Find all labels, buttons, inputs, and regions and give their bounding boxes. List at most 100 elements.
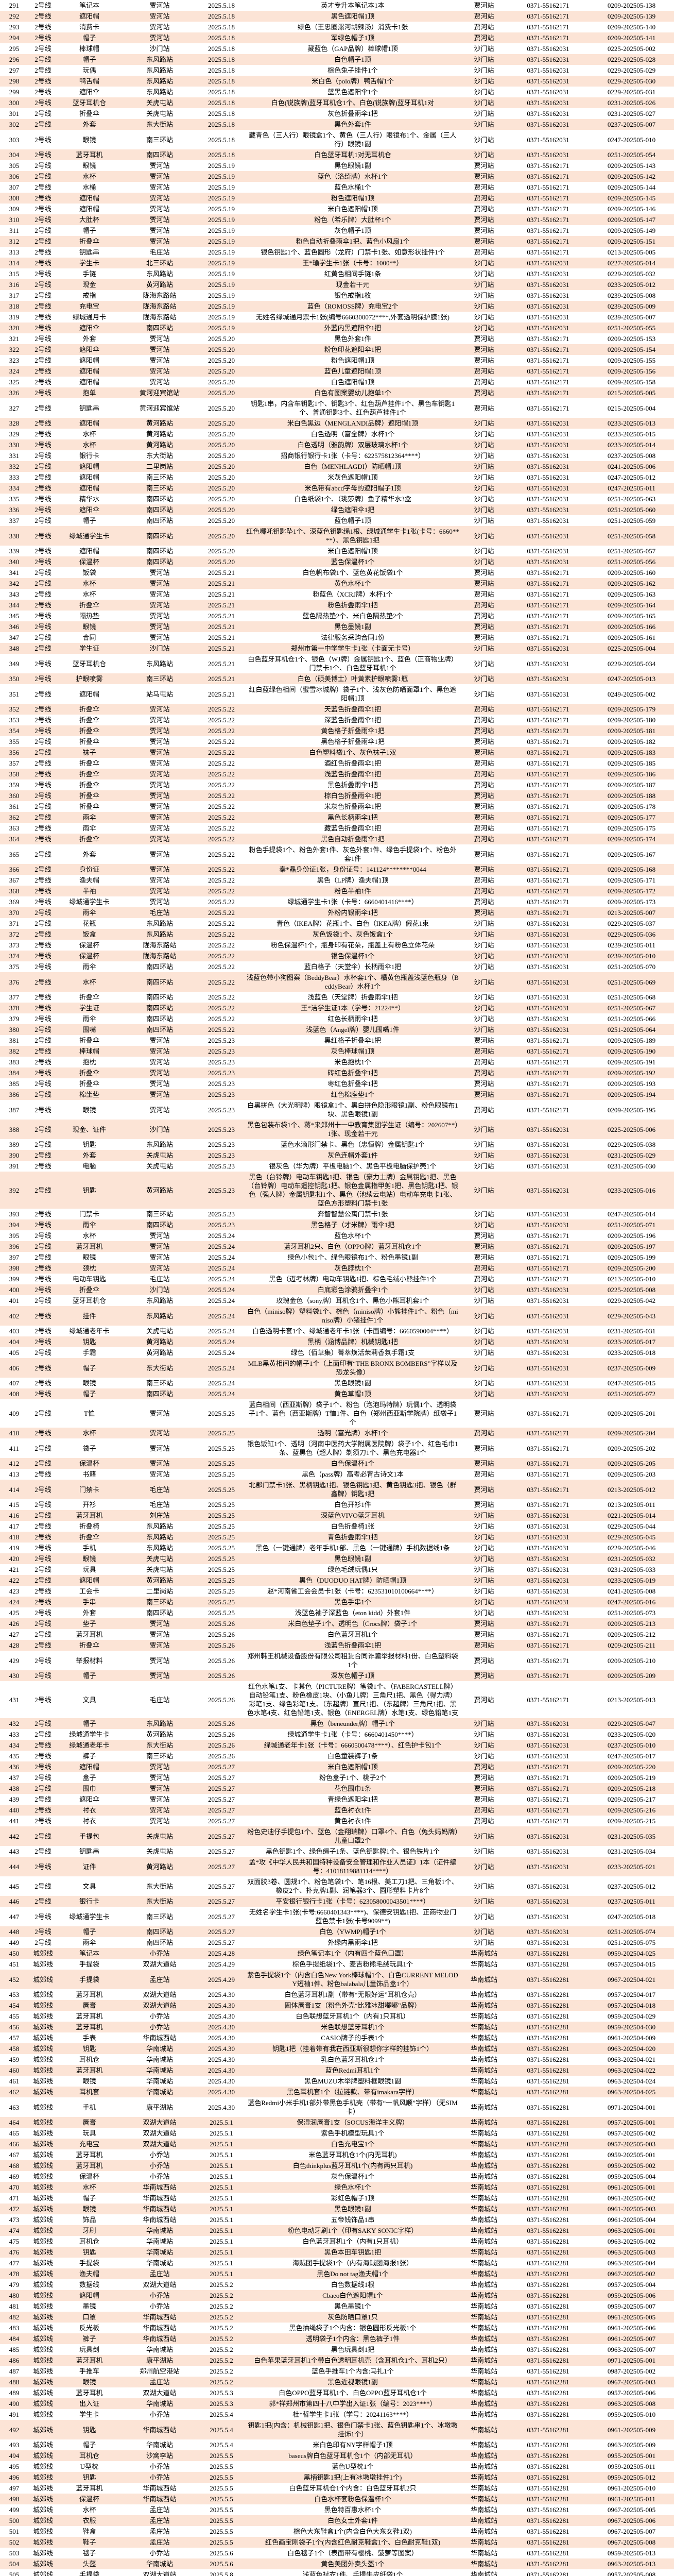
line-name: 2号线 bbox=[34, 1221, 51, 1229]
found-station: 贾河站 bbox=[149, 1620, 170, 1628]
item-description: 绿城通老年卡1张（卡号：6660500478****）、红色护卡包1个 bbox=[264, 1741, 442, 1749]
found-date: 2025.5.2 bbox=[210, 2281, 233, 2289]
storage-station: 沙门站 bbox=[474, 1587, 494, 1595]
row-number: 351 bbox=[9, 690, 20, 698]
item-name: 头盔 bbox=[82, 2560, 96, 2568]
line-name: 城郊线 bbox=[32, 2463, 53, 2470]
record-id: 0209-202505-143 bbox=[607, 162, 656, 170]
item-name: 鞋子 bbox=[82, 2538, 96, 2546]
contact-phone: 0371-55162171 bbox=[527, 1774, 569, 1782]
found-station: 黄河路站 bbox=[146, 281, 173, 289]
item-name: 遮阳伞 bbox=[79, 88, 99, 96]
contact-phone: 0371-55162171 bbox=[527, 738, 569, 745]
line-name: 2号线 bbox=[34, 1151, 51, 1159]
contact-phone: 0371-55162171 bbox=[527, 183, 569, 191]
item-description: 蓝黑色遮阳伞1个 bbox=[327, 88, 378, 96]
item-description: 白黑拼色（大光明牌）眼镜盒1个、黑白拼色隐形眼镜1副、粉色眼镜布1块、黑色眼镜1… bbox=[247, 1101, 458, 1118]
line-name: 城郊线 bbox=[32, 2151, 53, 2159]
storage-station: 贾河站 bbox=[474, 634, 494, 641]
record-id: 0239-202505-011 bbox=[608, 941, 655, 949]
found-station: 贾河站 bbox=[149, 1232, 170, 1240]
row-number: 321 bbox=[9, 335, 20, 343]
table-row: 397 2号线 眼镜 贾河站 2025.5.24 绿色小包1个、绿色眼镜布1个、粉色墨镜1… bbox=[0, 1252, 674, 1263]
record-id: 0963-202504-024 bbox=[607, 2077, 656, 2085]
contact-phone: 0371-55162171 bbox=[527, 814, 569, 821]
item-name: 帽子 bbox=[82, 517, 96, 524]
table-row: 392 2号线 钥匙 黄河路站 2025.5.23 黑色（台铃牌）电动车钥匙1把、银色（豪… bbox=[0, 1172, 674, 1209]
record-id: 0209-202505-194 bbox=[607, 1091, 656, 1098]
row-number: 483 bbox=[9, 2324, 20, 2332]
table-row: 341 2号线 饭袋 贾河站 2025.5.21 白色帆布袋1个、蓝色黄花饭袋1个 贾河站 0… bbox=[0, 567, 674, 578]
item-name: 花瓶 bbox=[82, 920, 96, 927]
found-date: 2025.5.22 bbox=[208, 727, 235, 735]
contact-phone: 0371-55162281 bbox=[527, 2484, 569, 2492]
found-date: 2025.4.30 bbox=[208, 2045, 235, 2053]
storage-station: 华南城站 bbox=[470, 2506, 497, 2514]
line-name: 城郊线 bbox=[32, 2367, 53, 2375]
contact-phone: 0371-55162281 bbox=[527, 2441, 569, 2449]
table-row: 337 2号线 帽子 南四环站 2025.5.20 蓝色帽子1顶 沙门站 0371-55162… bbox=[0, 515, 674, 526]
item-description: 浅蓝色带小狗图案（BeddyBear）水杯套1个、橘黄色瓶盖浅蓝色瓶身（Bedd… bbox=[247, 974, 459, 990]
item-description: 白色帆布袋1个、蓝色黄花饭袋1个 bbox=[302, 569, 403, 577]
line-name: 城郊线 bbox=[32, 2549, 53, 2557]
contact-phone: 0371-55162171 bbox=[527, 590, 569, 598]
found-date: 2025.4.30 bbox=[208, 2002, 235, 2009]
found-station: 华南城站 bbox=[146, 2248, 173, 2256]
table-row: 396 2号线 蓝牙耳机 贾河站 2025.5.24 蓝牙耳机2只、白色（OPPO牌）蓝牙… bbox=[0, 1241, 674, 1252]
found-station: 南四环站 bbox=[146, 1390, 173, 1398]
table-row: 317 2号线 戒指 陇海东路站 2025.5.19 银色戒指1枚 沙门站 0371-5516… bbox=[0, 290, 674, 301]
found-station: 贾河站 bbox=[149, 205, 170, 213]
item-name: 遮阳帽 bbox=[79, 1577, 99, 1584]
item-name: 手提包 bbox=[79, 1832, 99, 1840]
line-name: 2号线 bbox=[34, 1058, 51, 1066]
found-station: 南四环站 bbox=[146, 495, 173, 503]
found-station: 关虎屯站 bbox=[146, 1327, 173, 1335]
storage-station: 沙门站 bbox=[474, 978, 494, 986]
contact-phone: 0371-55162281 bbox=[527, 2259, 569, 2267]
contact-phone: 0371-55162171 bbox=[527, 803, 569, 810]
row-number: 452 bbox=[9, 1975, 20, 1984]
found-station: 华南城站 bbox=[146, 2227, 173, 2234]
found-station: 关虎屯站 bbox=[146, 1848, 173, 1855]
storage-station: 华南城站 bbox=[470, 2495, 497, 2503]
line-name: 2号线 bbox=[34, 835, 51, 843]
found-station: 关虎屯站 bbox=[146, 1832, 173, 1840]
found-date: 2025.5.22 bbox=[208, 1015, 235, 1023]
table-row: 495 城郊线 U型枕 小乔站 2025.5.5 蓝色U型枕1个 华南城站 0371-5516… bbox=[0, 2461, 674, 2472]
item-description: 绿城通学生卡1张（卡号：6660401416****） bbox=[287, 898, 418, 906]
line-name: 2号线 bbox=[34, 1512, 51, 1519]
found-station: 南三环站 bbox=[146, 473, 173, 481]
record-id: 0233-202505-017 bbox=[607, 1338, 656, 1346]
item-description: 白色充电宝1个 bbox=[331, 2140, 375, 2148]
found-date: 2025.5.6 bbox=[210, 2560, 233, 2568]
table-row: 352 2号线 折叠伞 贾河站 2025.5.22 天蓝色折叠雨伞1把 贾河站 0371-55… bbox=[0, 704, 674, 715]
storage-station: 沙门站 bbox=[474, 941, 494, 949]
item-description: 白色保温杯1个 bbox=[331, 1460, 375, 1467]
line-name: 2号线 bbox=[34, 978, 51, 986]
found-date: 2025.5.18 bbox=[208, 45, 235, 53]
storage-station: 华南城站 bbox=[470, 2183, 497, 2191]
item-description: 白色蓝牙耳机仓1个、银色（WJ牌）金属钥匙1个、蓝色（正商物业牌）门禁卡1个、白… bbox=[248, 655, 458, 672]
row-number: 359 bbox=[9, 781, 20, 789]
item-name: 遮阳伞 bbox=[79, 506, 99, 514]
found-date: 2025.5.25 bbox=[208, 1587, 235, 1595]
contact-phone: 0371-55162281 bbox=[527, 2357, 569, 2364]
row-number: 374 bbox=[9, 952, 20, 960]
item-description: 黑色眼镜1副 bbox=[334, 2205, 371, 2213]
item-description: 粉蓝色（XCRJ牌）水杯1个 bbox=[313, 590, 393, 598]
record-id: 0229-202505-044 bbox=[607, 1522, 656, 1530]
table-row: 499 城郊线 水杯 孟庄站 2025.5.5 黑色特百惠水杯1个 华南城站 0371-551… bbox=[0, 2504, 674, 2515]
item-description: 白色遮阳帽1顶 bbox=[331, 378, 375, 386]
record-id: 0971-202504-001 bbox=[607, 2103, 656, 2111]
item-name: 耳机仓 bbox=[79, 2238, 99, 2245]
item-name: 鞋盒 bbox=[82, 2528, 96, 2535]
storage-station: 沙门站 bbox=[474, 1731, 494, 1738]
found-station: 华南城西站 bbox=[143, 2216, 177, 2224]
item-description: 粉色遮阳帽1顶 bbox=[331, 194, 375, 202]
row-number: 441 bbox=[9, 1817, 20, 1825]
found-date: 2025.4.30 bbox=[208, 2056, 235, 2063]
row-number: 490 bbox=[9, 2400, 20, 2408]
storage-station: 沙门站 bbox=[474, 1125, 494, 1133]
storage-station: 华南城站 bbox=[470, 2119, 497, 2126]
storage-station: 贾河站 bbox=[474, 1058, 494, 1066]
